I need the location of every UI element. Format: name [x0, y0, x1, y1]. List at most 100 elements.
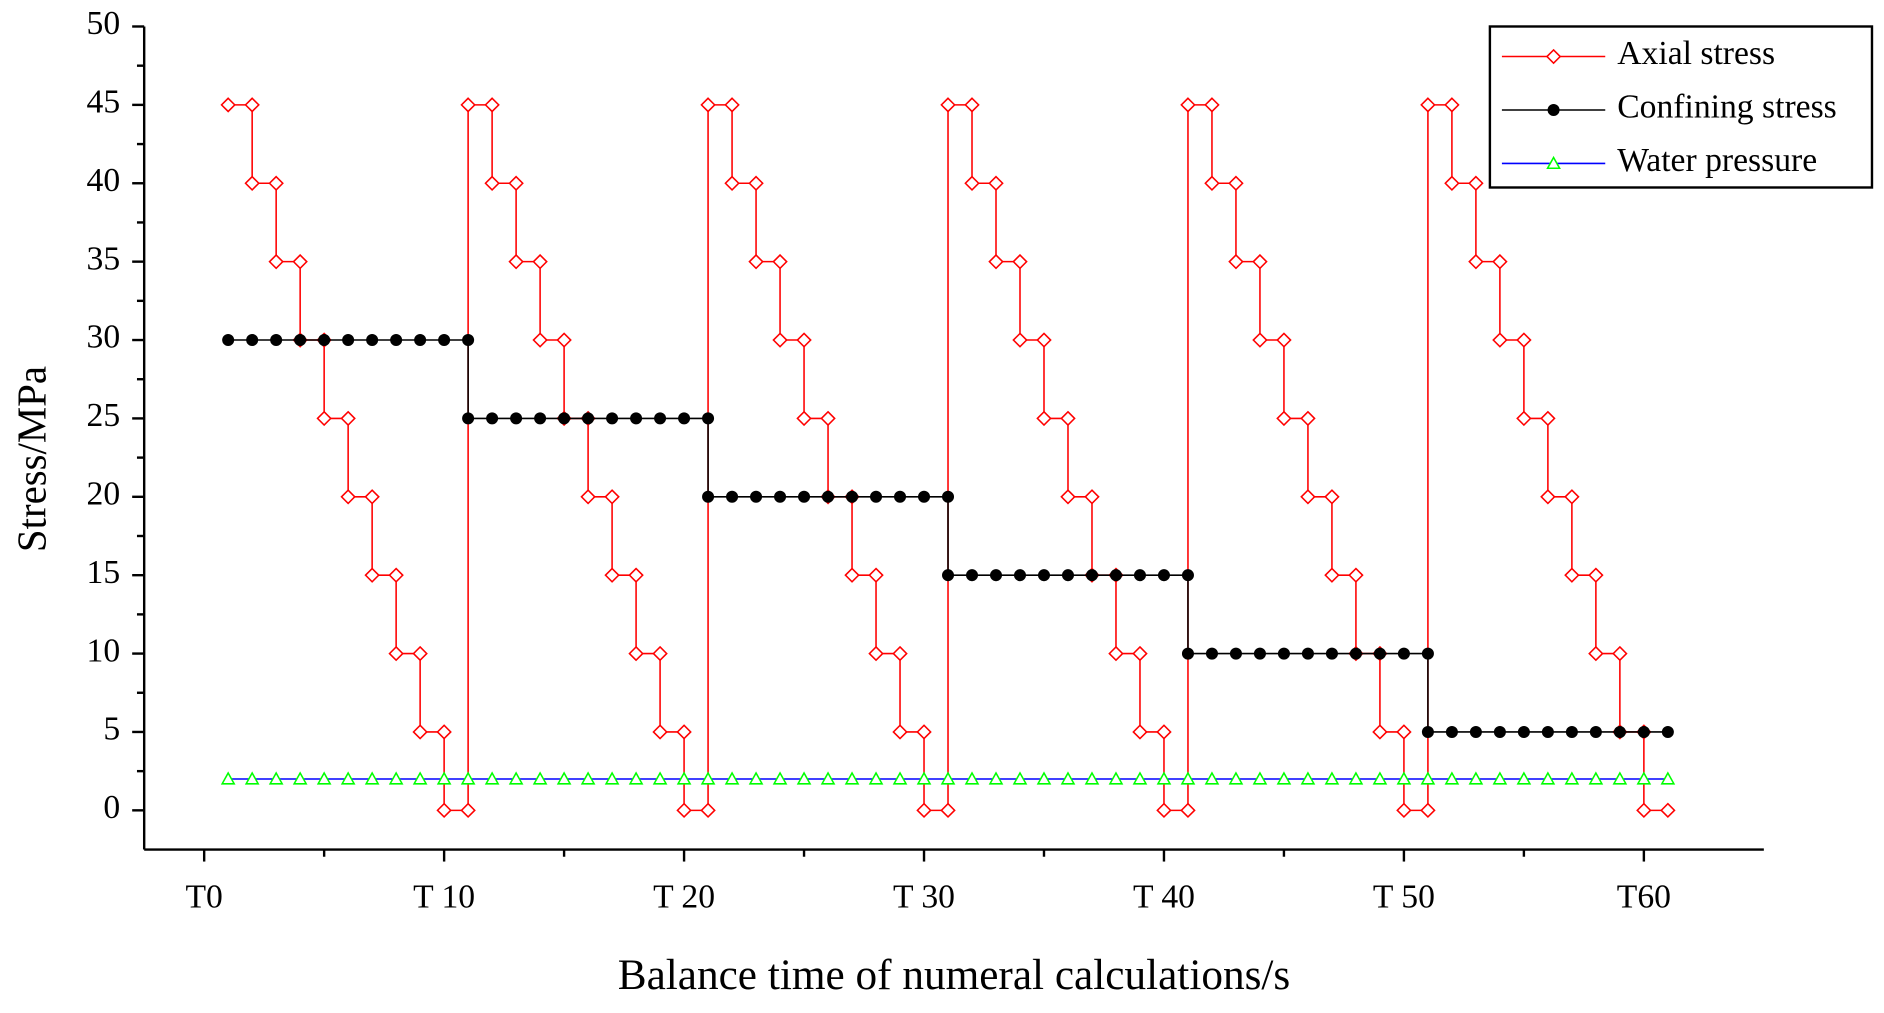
- y-tick-label: 30: [87, 319, 121, 356]
- data-point: [1181, 647, 1194, 660]
- data-point: [364, 771, 380, 785]
- legend-label: Axial stress: [1617, 35, 1775, 72]
- data-point: [1589, 725, 1602, 738]
- data-point: [364, 567, 380, 583]
- data-point: [1108, 771, 1124, 785]
- data-point: [724, 175, 740, 191]
- data-point: [484, 97, 500, 113]
- data-point: [1204, 771, 1220, 785]
- data-point: [1445, 725, 1458, 738]
- data-point: [1324, 567, 1340, 583]
- data-point: [700, 97, 716, 113]
- data-point: [989, 569, 1003, 582]
- data-point: [1444, 97, 1460, 113]
- data-point: [1324, 489, 1340, 505]
- data-point: [1468, 771, 1484, 785]
- data-point: [220, 97, 236, 113]
- data-point: [1181, 569, 1194, 582]
- data-point: [534, 412, 547, 425]
- y-tick-label: 25: [87, 397, 121, 434]
- data-point: [940, 97, 956, 113]
- data-point: [436, 771, 452, 785]
- data-point: [628, 771, 644, 785]
- data-point: [340, 771, 356, 785]
- data-point: [724, 97, 740, 113]
- data-point: [796, 410, 812, 427]
- data-point: [1012, 253, 1028, 270]
- data-point: [916, 724, 932, 740]
- data-point: [244, 97, 260, 113]
- data-point: [1229, 647, 1242, 660]
- data-point: [820, 771, 836, 785]
- data-point: [1060, 489, 1076, 505]
- data-point: [1156, 771, 1172, 785]
- data-point: [1612, 645, 1628, 662]
- x-tick-label: T 40: [1133, 879, 1195, 916]
- data-point: [1300, 771, 1316, 785]
- data-point: [844, 567, 860, 583]
- data-point: [364, 489, 380, 505]
- x-tick-label: T0: [185, 879, 222, 916]
- data-point: [510, 412, 523, 425]
- legend-label: Confining stress: [1617, 89, 1837, 126]
- data-point: [1325, 647, 1338, 660]
- data-point: [772, 253, 788, 270]
- data-point: [1060, 771, 1076, 785]
- data-point: [1612, 771, 1628, 785]
- x-tick-label: T 20: [653, 879, 715, 916]
- data-point: [436, 802, 452, 819]
- data-point: [1372, 724, 1388, 740]
- data-point: [748, 253, 764, 270]
- data-point: [580, 489, 596, 505]
- data-point: [1660, 802, 1676, 819]
- data-point: [726, 490, 739, 503]
- data-point: [508, 253, 524, 270]
- data-point: [1516, 410, 1532, 427]
- data-point: [462, 334, 475, 347]
- data-point: [894, 490, 907, 503]
- data-point: [1300, 489, 1316, 505]
- data-point: [340, 489, 356, 505]
- data-point: [1660, 771, 1676, 785]
- data-point: [222, 334, 235, 347]
- data-point: [244, 771, 260, 785]
- data-point: [366, 334, 379, 347]
- data-point: [1637, 725, 1650, 738]
- data-point: [1492, 253, 1508, 270]
- data-point: [1037, 569, 1051, 582]
- y-tick-label: 10: [87, 632, 121, 669]
- data-point: [964, 771, 980, 785]
- data-point: [1517, 725, 1530, 738]
- data-point: [822, 490, 835, 503]
- data-point: [1109, 569, 1122, 582]
- y-tick-label: 50: [87, 5, 121, 42]
- legend: Axial stress Confining stress Water pressu…: [1488, 25, 1874, 189]
- y-tick-label: 0: [103, 789, 120, 826]
- data-point: [1396, 771, 1412, 785]
- data-point: [1252, 771, 1268, 785]
- data-point: [1108, 645, 1124, 662]
- data-point: [916, 771, 932, 785]
- data-point: [1492, 332, 1508, 348]
- data-point: [798, 490, 811, 503]
- data-point: [220, 771, 236, 785]
- data-point: [1085, 569, 1098, 582]
- data-point: [1204, 97, 1220, 113]
- series: [220, 771, 1676, 785]
- data-point: [582, 412, 595, 425]
- data-point: [820, 410, 836, 427]
- y-tick-label: 15: [87, 554, 121, 591]
- data-point: [1444, 771, 1460, 785]
- data-point: [438, 334, 451, 347]
- x-tick-label: T 50: [1373, 879, 1435, 916]
- data-point: [556, 771, 572, 785]
- data-point: [460, 771, 476, 785]
- y-tick-label: 40: [87, 162, 121, 199]
- data-point: [676, 771, 692, 785]
- series-line: [228, 339, 1668, 733]
- data-point: [772, 332, 788, 348]
- data-point: [628, 567, 644, 583]
- data-point: [1564, 489, 1580, 505]
